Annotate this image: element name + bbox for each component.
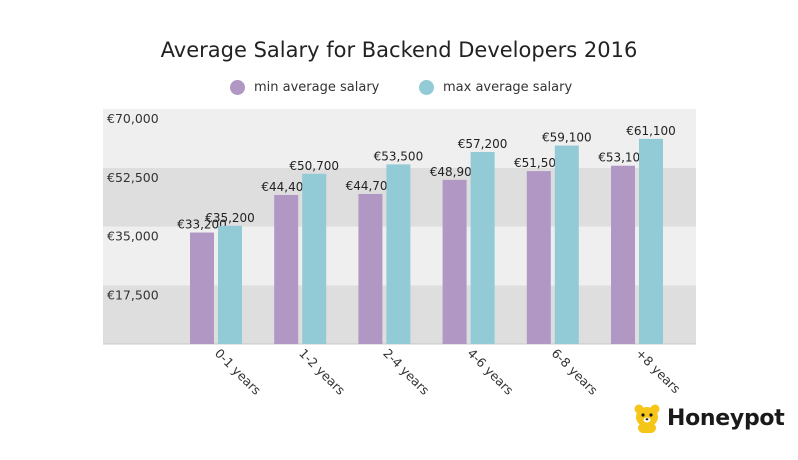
y-tick-label: €17,500 [107, 287, 159, 302]
y-tick-label: €52,500 [107, 170, 159, 185]
brand-logo: Honeypot [633, 403, 785, 433]
legend-item-max: max average salary [419, 78, 572, 96]
y-tick-label: €35,000 [107, 229, 159, 244]
bar-min [274, 194, 299, 344]
data-label: €33,200 [177, 218, 227, 232]
grid-band [103, 109, 696, 168]
bar-min [442, 179, 467, 344]
legend-label-max: max average salary [443, 79, 573, 95]
bars: €33,200€35,200 €44,400 €50,700 €44,700 €53,5… [177, 124, 676, 344]
bar-min [526, 171, 551, 344]
bar-min [358, 193, 383, 344]
bar-max [218, 225, 242, 344]
bar-max [470, 151, 495, 344]
y-axis: €17,500 €35,000 €52,500 €70,000 [107, 111, 159, 302]
bar-max [554, 145, 579, 344]
bar-max [386, 164, 411, 344]
x-tick-label: 1-2 years [296, 346, 348, 398]
x-tick-label: 4-6 years [464, 346, 516, 398]
data-label: €50,700 [289, 159, 339, 173]
data-label: €59,100 [542, 131, 592, 145]
x-tick-label: +8 years [633, 346, 684, 397]
bar-min [611, 165, 635, 344]
x-tick-label: 2-4 years [380, 346, 432, 398]
x-tick-label: 0-1 years [212, 346, 264, 398]
bar-min [190, 232, 214, 344]
y-tick-label: €70,000 [107, 111, 159, 126]
data-label: €61,100 [626, 124, 676, 138]
data-label: €53,100 [598, 151, 648, 165]
bear-icon [634, 404, 660, 433]
brand-name: Honeypot [667, 405, 785, 431]
data-label: €48,900 [430, 165, 480, 179]
x-axis: 0-1 years 1-2 years 2-4 years 4-6 years 6-8 … [212, 346, 684, 398]
legend-item-min: min average salary [230, 78, 379, 96]
bar-max [302, 173, 327, 344]
legend-label-min: min average salary [254, 79, 380, 95]
chart-title: Average Salary for Backend Developers 20… [160, 38, 638, 62]
legend-swatch-min [230, 79, 245, 95]
data-label: €44,400 [261, 180, 311, 194]
data-label: €51,500 [514, 156, 564, 170]
data-label: €57,200 [458, 137, 508, 151]
data-label: €35,200 [205, 211, 255, 225]
bar-max [639, 138, 663, 344]
data-label: €44,700 [346, 179, 396, 193]
data-label: €53,500 [374, 149, 424, 163]
x-tick-label: 6-8 years [549, 346, 601, 398]
legend-swatch-max [419, 79, 434, 95]
